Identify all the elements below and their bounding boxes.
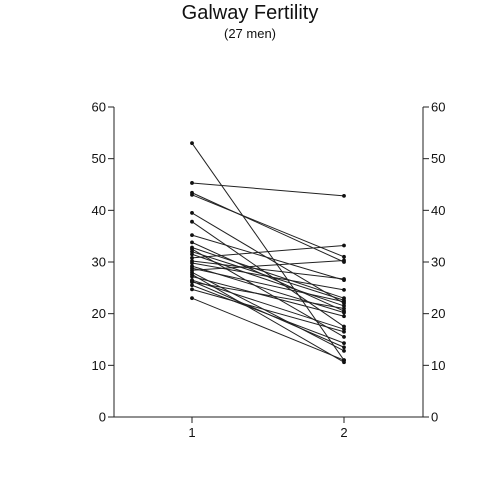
data-point — [190, 296, 194, 301]
series-line — [191, 271, 345, 352]
data-point — [190, 181, 194, 185]
series-line — [191, 275, 345, 317]
data-point — [342, 314, 346, 319]
data-point — [342, 258, 346, 263]
series-line — [191, 244, 345, 259]
data-point — [342, 306, 346, 311]
y-tick-label-left: 40 — [92, 203, 106, 218]
y-tick-label-right: 20 — [431, 306, 445, 321]
data-point — [342, 329, 346, 334]
series-line — [191, 259, 345, 271]
data-point — [342, 358, 346, 363]
data-point — [190, 279, 194, 284]
series-line — [191, 281, 345, 309]
series-line — [191, 234, 345, 281]
series-line — [191, 260, 345, 280]
series-line — [191, 253, 345, 307]
data-point — [342, 341, 346, 346]
data-point — [190, 240, 194, 245]
series-line — [191, 251, 345, 301]
data-point — [190, 192, 194, 197]
data-point — [190, 287, 194, 292]
data-point — [190, 261, 194, 265]
series-line — [191, 262, 345, 291]
data-point — [190, 274, 194, 279]
data-point — [342, 243, 346, 248]
data-point — [190, 252, 194, 257]
data-point — [190, 283, 194, 288]
data-point — [190, 141, 194, 146]
data-point — [342, 288, 346, 292]
data-point — [342, 277, 346, 281]
data-point — [342, 310, 346, 315]
y-tick-label-right: 50 — [431, 151, 445, 166]
series-line — [191, 288, 345, 333]
data-point — [342, 345, 346, 350]
y-tick-label-right: 40 — [431, 203, 445, 218]
data-point — [342, 335, 346, 339]
y-tick-label-left: 0 — [99, 410, 106, 425]
y-tick-label-left: 10 — [92, 358, 106, 373]
data-point — [190, 219, 194, 224]
series-line — [191, 182, 345, 197]
series-line — [191, 297, 345, 361]
series-line — [191, 273, 345, 363]
y-tick-label-right: 30 — [431, 255, 445, 270]
chart-title: Galway Fertility — [181, 2, 319, 24]
chart-subtitle: (27 men) — [223, 26, 277, 41]
y-tick-label-left: 30 — [92, 255, 106, 270]
series-line — [191, 267, 345, 303]
y-tick-label-right: 60 — [431, 100, 445, 115]
series-line — [191, 194, 345, 258]
series-line — [191, 280, 345, 348]
series-line — [191, 192, 345, 263]
x-tick-label: 2 — [340, 425, 347, 440]
data-point — [190, 255, 194, 260]
data-point — [190, 233, 194, 238]
y-tick-label-left: 20 — [92, 306, 106, 321]
x-tick-label: 1 — [188, 425, 195, 440]
data-point — [190, 211, 194, 215]
y-tick-label-right: 0 — [431, 410, 438, 425]
series-line — [191, 279, 345, 330]
data-point — [342, 193, 346, 198]
data-point — [342, 348, 346, 353]
data-point — [342, 254, 346, 259]
y-tick-label-left: 50 — [92, 151, 106, 166]
y-tick-label-left: 60 — [92, 100, 106, 115]
y-tick-label-right: 10 — [431, 358, 445, 373]
data-point — [342, 299, 346, 304]
